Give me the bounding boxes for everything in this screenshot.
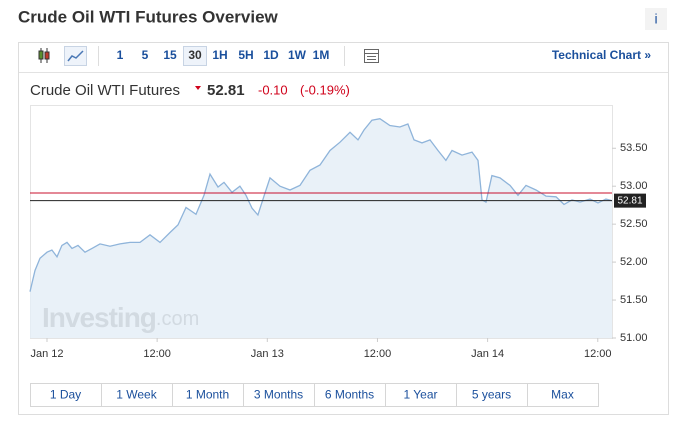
y-tick-label: 52.00	[620, 256, 648, 268]
change-percent: (-0.19%)	[300, 82, 350, 97]
area-fill	[30, 118, 612, 338]
x-tick-label: 12:00	[143, 348, 171, 360]
range-button-label[interactable]: 1 Week	[116, 388, 157, 402]
range-button[interactable]: 3 Months	[243, 383, 315, 407]
interval-button[interactable]: 1H	[212, 48, 227, 62]
y-tick-label: 52.50	[620, 218, 648, 230]
last-price-label: 52.81	[617, 195, 642, 206]
range-button-label[interactable]: 3 Months	[254, 388, 303, 402]
info-icon[interactable]: i	[654, 11, 657, 27]
y-tick-label: 53.50	[620, 142, 648, 154]
range-button-label[interactable]: 5 years	[472, 388, 511, 402]
range-button[interactable]: 6 Months	[314, 383, 386, 407]
line-icon-box[interactable]	[64, 46, 87, 66]
y-tick-label: 51.00	[620, 332, 648, 344]
range-button-label[interactable]: 1 Month	[186, 388, 229, 402]
range-button[interactable]: 1 Year	[385, 383, 457, 407]
x-tick-label: 12:00	[364, 348, 392, 360]
range-button-box[interactable]	[527, 383, 599, 407]
interval-button[interactable]: 5	[142, 48, 149, 62]
interval-button[interactable]: 1M	[313, 48, 330, 62]
range-button[interactable]: Max	[527, 383, 599, 407]
page-title: Crude Oil WTI Futures Overview	[18, 7, 279, 26]
price-line	[29, 118, 613, 292]
x-tick-label: 12:00	[584, 348, 612, 360]
x-tick-label: Jan 13	[251, 348, 284, 360]
interval-button[interactable]: 5H	[238, 48, 253, 62]
x-tick-label: Jan 14	[471, 348, 504, 360]
price: 52.81	[207, 82, 245, 99]
change: -0.10	[258, 82, 288, 97]
range-button-label[interactable]: 1 Year	[403, 388, 437, 402]
range-button-label[interactable]: Max	[551, 388, 574, 402]
interval-button[interactable]: 1D	[263, 48, 279, 62]
last-price-badge	[614, 193, 646, 208]
interval-button[interactable]: 1W	[288, 48, 307, 62]
range-button[interactable]: 5 years	[456, 383, 528, 407]
interval-selected[interactable]	[183, 46, 207, 66]
range-button[interactable]: 1 Month	[172, 383, 244, 407]
line-icon[interactable]	[67, 50, 84, 62]
range-button[interactable]: 1 Day	[30, 383, 102, 407]
interval-button[interactable]: 1	[117, 48, 124, 62]
info-button[interactable]	[645, 8, 667, 30]
table-icon[interactable]	[364, 49, 379, 63]
candle-icon[interactable]	[38, 48, 50, 63]
y-tick-label: 53.00	[620, 180, 648, 192]
range-button-label[interactable]: 6 Months	[325, 388, 374, 402]
y-tick-label: 51.50	[620, 294, 648, 306]
interval-button[interactable]: 15	[163, 48, 177, 62]
range-button[interactable]: 1 Week	[101, 383, 173, 407]
instrument-name: Crude Oil WTI Futures	[30, 82, 180, 99]
interval-button[interactable]: 30	[188, 48, 202, 62]
technical-chart-link[interactable]: Technical Chart »	[552, 48, 651, 62]
down-arrow	[195, 86, 201, 90]
x-tick-label: Jan 12	[30, 348, 63, 360]
range-button-label[interactable]: 1 Day	[50, 388, 81, 402]
